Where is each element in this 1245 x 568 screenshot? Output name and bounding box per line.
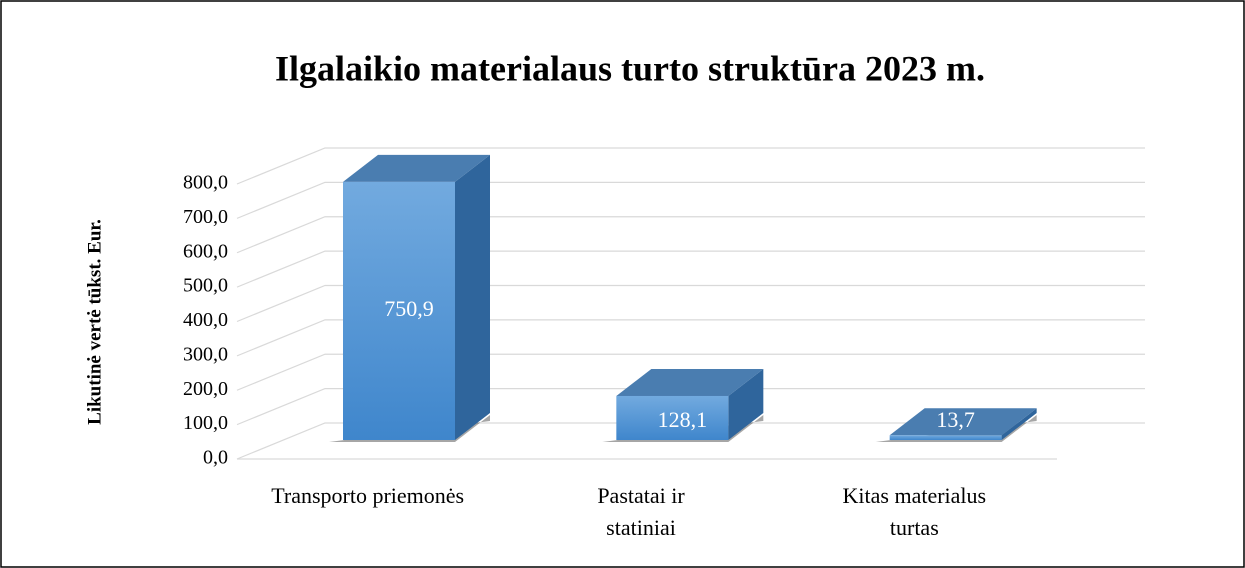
- y-tick-label: 300,0: [183, 343, 228, 365]
- value-label: 128,1: [658, 407, 708, 432]
- x-tick-label-line: statiniai: [606, 515, 676, 540]
- y-tick-label: 100,0: [183, 412, 228, 434]
- value-label: 13,7: [936, 407, 975, 432]
- y-axis-label: Likutinė vertė tūkst. Eur.: [84, 219, 105, 425]
- bar-top: [343, 154, 490, 182]
- grid-line: [236, 216, 1145, 254]
- x-tick-label-line: turtas: [890, 515, 939, 540]
- x-tick-label: Pastatai ir statiniai: [597, 483, 685, 540]
- grid-line: [236, 181, 1145, 219]
- grid-line: [236, 388, 1145, 426]
- bar-side: [728, 368, 764, 440]
- chart-title: Ilgalaikio materialaus turto struktūra 2…: [275, 48, 985, 88]
- bar: [616, 395, 729, 440]
- y-tick-label: 700,0: [183, 206, 228, 228]
- y-tick-label: 500,0: [183, 275, 228, 297]
- grid-line: [236, 250, 1145, 288]
- x-tick-label-line: Pastatai ir: [597, 483, 685, 508]
- bar-top: [616, 368, 764, 396]
- bar: [343, 181, 455, 441]
- y-tick-label: 400,0: [183, 309, 228, 331]
- bar-side: [1001, 408, 1037, 440]
- grid-line: [236, 422, 1145, 460]
- y-tick-label: 0,0: [203, 447, 228, 469]
- grid-line: [236, 353, 1145, 391]
- grid-line: [236, 284, 1145, 323]
- x-tick-label-line: Kitas materialus: [843, 483, 987, 508]
- bar-top: [889, 408, 1037, 436]
- y-tick-label: 200,0: [183, 378, 228, 400]
- x-tick-label: Kitas materialus turtas: [843, 483, 987, 540]
- x-tick-label: Transporto priemonės: [271, 483, 464, 508]
- grid-line: [236, 319, 1145, 357]
- bar: [889, 435, 1002, 440]
- value-label: 750,9: [384, 296, 434, 321]
- y-tick-label: 800,0: [183, 172, 228, 194]
- grid-line: [236, 147, 1145, 185]
- x-tick-label-line: Transporto priemonės: [271, 483, 464, 508]
- bar-side: [455, 154, 490, 441]
- y-tick-label: 600,0: [183, 240, 228, 262]
